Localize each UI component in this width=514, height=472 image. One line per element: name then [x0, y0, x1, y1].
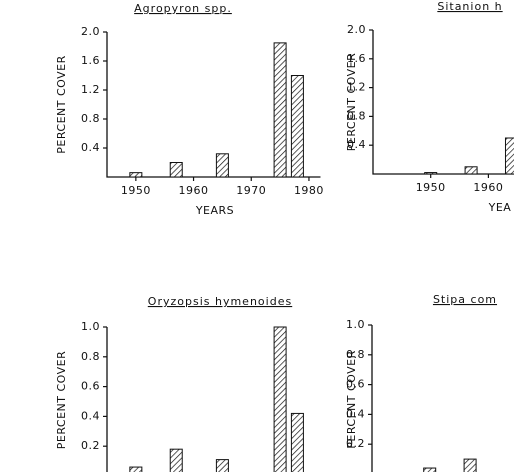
bar — [464, 166, 478, 175]
bar — [423, 467, 437, 472]
y-tick-label: 0.4 — [81, 409, 100, 422]
bar — [424, 172, 438, 175]
y-tick-label: 0.6 — [346, 378, 365, 391]
y-tick-label: 0.6 — [81, 380, 100, 393]
axis-line — [106, 327, 108, 472]
bar — [463, 458, 477, 472]
y-tick-label: 1.2 — [81, 83, 100, 96]
x-tick-label: 1960 — [473, 181, 503, 194]
chart-title: Oryzopsis hymenoides — [148, 295, 292, 308]
y-tick-label: 1.2 — [347, 81, 366, 94]
x-axis-label: YEA — [488, 201, 512, 214]
y-tick-label: 2.0 — [81, 25, 100, 38]
y-tick-label: 0.8 — [81, 112, 100, 125]
bar — [215, 459, 229, 472]
axis-line — [106, 32, 321, 178]
bar — [273, 42, 287, 178]
bar — [290, 75, 304, 178]
x-tick-label: 1960 — [179, 184, 209, 197]
y-tick-label: 1.6 — [81, 54, 100, 67]
x-tick-label: 1950 — [121, 184, 151, 197]
y-tick-label: 0.8 — [347, 109, 366, 122]
x-axis-label: YEARS — [195, 204, 234, 217]
bar — [290, 412, 304, 472]
y-tick-label: 0.4 — [346, 407, 365, 420]
y-axis-label: PERCENT COVER — [55, 55, 68, 154]
y-tick-label: 0.8 — [81, 350, 100, 363]
y-axis-label: PERCENT COVER — [345, 53, 358, 152]
chart-title: Agropyron spp. — [134, 2, 232, 15]
bar — [504, 137, 514, 175]
y-axis-label: PERCENT COVER — [55, 351, 68, 450]
bar — [129, 466, 143, 472]
y-tick-label: 1.0 — [346, 318, 365, 331]
y-tick-label: 0.2 — [346, 437, 365, 450]
x-tick-label: 1980 — [294, 184, 324, 197]
y-tick-label: 0.4 — [81, 141, 100, 154]
y-axis-label: PERCENT COVER — [345, 350, 358, 449]
bar — [169, 162, 183, 178]
chart-title: Sitanion h — [437, 0, 502, 13]
axis-line — [372, 30, 514, 175]
y-tick-label: 0.8 — [346, 348, 365, 361]
bar — [273, 326, 287, 472]
y-tick-label: 2.0 — [347, 23, 366, 36]
y-tick-label: 1.6 — [347, 52, 366, 65]
chart-title: Stipa com — [433, 293, 497, 306]
y-tick-label: 0.4 — [347, 138, 366, 151]
x-tick-label: 1950 — [416, 181, 446, 194]
x-tick-label: 1970 — [236, 184, 266, 197]
y-tick-label: 0.2 — [81, 439, 100, 452]
bar — [129, 172, 143, 178]
y-tick-label: 1.0 — [81, 320, 100, 333]
bar — [215, 153, 229, 178]
axis-line — [371, 325, 373, 472]
bar — [169, 448, 183, 472]
